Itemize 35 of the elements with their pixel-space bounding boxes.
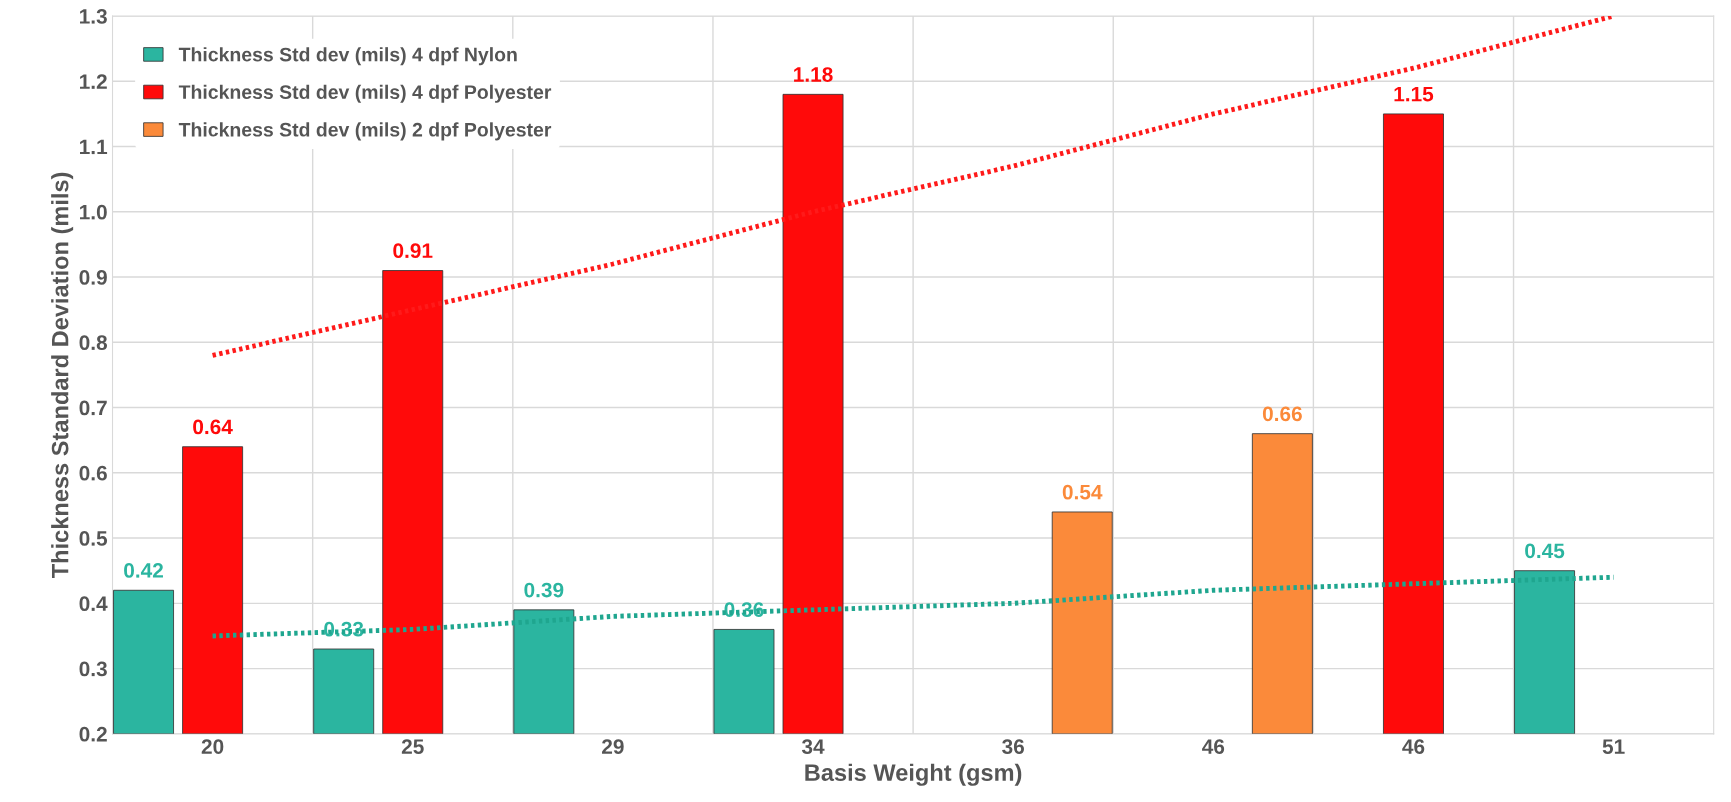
data-label: 0.45 bbox=[1525, 543, 1565, 559]
y-tick-label: 0.6 bbox=[79, 465, 107, 481]
y-tick-label: 1.0 bbox=[80, 204, 107, 220]
data-label: 0.91 bbox=[393, 243, 433, 259]
x-axis-title: Basis Weight (gsm) bbox=[805, 763, 1022, 786]
x-tick-label: 36 bbox=[1002, 739, 1025, 755]
legend-label: Thickness Std dev (mils) 2 dpf Polyester bbox=[178, 122, 552, 141]
x-tick-label: 46 bbox=[1402, 739, 1425, 754]
data-label: 0.66 bbox=[1262, 406, 1302, 422]
y-tick-label: 0.7 bbox=[79, 400, 107, 416]
y-tick-label: 0.2 bbox=[79, 726, 107, 742]
data-label: 0.54 bbox=[1062, 484, 1103, 500]
y-tick-label: 1.2 bbox=[80, 74, 107, 89]
x-tick-label: 34 bbox=[801, 739, 825, 755]
y-tick-label: 0.3 bbox=[79, 661, 107, 677]
x-tick-label: 46 bbox=[1202, 739, 1225, 754]
x-tick-label: 25 bbox=[401, 739, 424, 754]
legend-label: Thickness Std dev (mils) 4 dpf Nylon bbox=[178, 47, 517, 66]
y-tick-label: 0.8 bbox=[79, 335, 108, 351]
y-tick-label: 0.4 bbox=[79, 596, 108, 612]
data-label: 0.39 bbox=[524, 582, 564, 598]
y-tick-label: 1.3 bbox=[80, 9, 107, 24]
data-label: 1.18 bbox=[794, 67, 833, 82]
y-tick-label: 1.1 bbox=[80, 139, 108, 155]
line-series bbox=[210, 574, 1617, 639]
y-tick-label: 0.5 bbox=[79, 531, 108, 546]
data-label: 1.15 bbox=[1394, 86, 1434, 102]
y-tick-label: 0.9 bbox=[79, 270, 107, 285]
data-label: 0.42 bbox=[124, 563, 163, 578]
x-tick-label: 20 bbox=[201, 739, 224, 754]
legend-label: Thickness Std dev (mils) 4 dpf Polyester bbox=[178, 84, 552, 103]
x-tick-label: 51 bbox=[1602, 739, 1625, 754]
data-label: 0.64 bbox=[193, 419, 233, 435]
x-tick-label: 29 bbox=[602, 739, 624, 754]
y-axis-title: Thickness Standard Deviation (mils) bbox=[51, 172, 74, 579]
